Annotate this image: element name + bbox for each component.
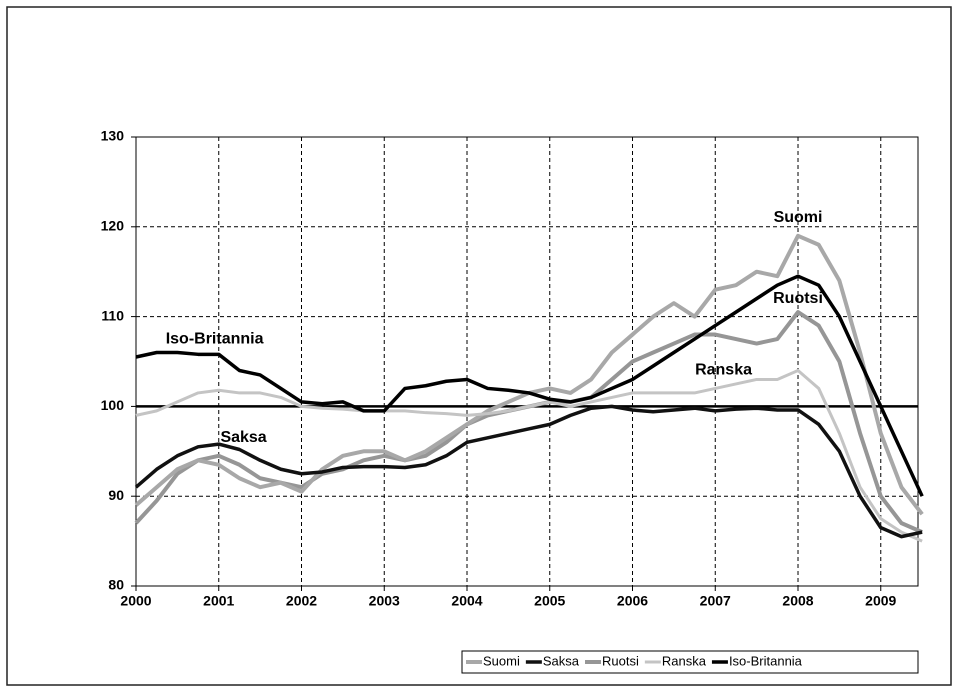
x-tick-label: 2006 (617, 593, 648, 609)
x-tick-label: 2003 (369, 593, 400, 609)
series-line (135, 368, 923, 543)
y-tick-label: 100 (101, 397, 125, 413)
legend-label: Ranska (662, 653, 707, 668)
series-line (134, 404, 923, 539)
y-tick-label: 110 (101, 307, 124, 323)
annotation: Saksa (220, 429, 266, 446)
annotation: Suomi (774, 209, 823, 226)
annotation: Iso-Britannia (166, 330, 264, 347)
x-tick-label: 2005 (534, 593, 565, 609)
x-tick-label: 2004 (451, 593, 482, 609)
frame (6, 6, 952, 686)
y-tick-label: 130 (101, 128, 125, 144)
legend-label: Iso-Britannia (729, 653, 803, 668)
y-tick-label: 120 (101, 218, 125, 234)
y-tick-label: 90 (108, 487, 124, 503)
legend-label: Saksa (543, 653, 580, 668)
legend-label: Ruotsi (602, 653, 639, 668)
annotation: Ranska (695, 362, 752, 379)
x-tick-label: 2007 (700, 593, 731, 609)
legend: Suomi Saksa Ruotsi Ranska Iso-Britannia (461, 650, 919, 674)
x-tick-label: 2008 (782, 593, 813, 609)
plot-area (135, 136, 919, 587)
x-tick-label: 2001 (203, 593, 234, 609)
series-line (135, 274, 924, 497)
annotation: Ruotsi (773, 290, 823, 307)
legend-box (461, 650, 919, 674)
x-tick-label: 2000 (120, 593, 151, 609)
legend-label: Suomi (483, 653, 520, 668)
y-tick-label: 80 (108, 577, 124, 593)
x-tick-label: 2009 (865, 593, 896, 609)
x-tick-label: 2002 (286, 593, 317, 609)
